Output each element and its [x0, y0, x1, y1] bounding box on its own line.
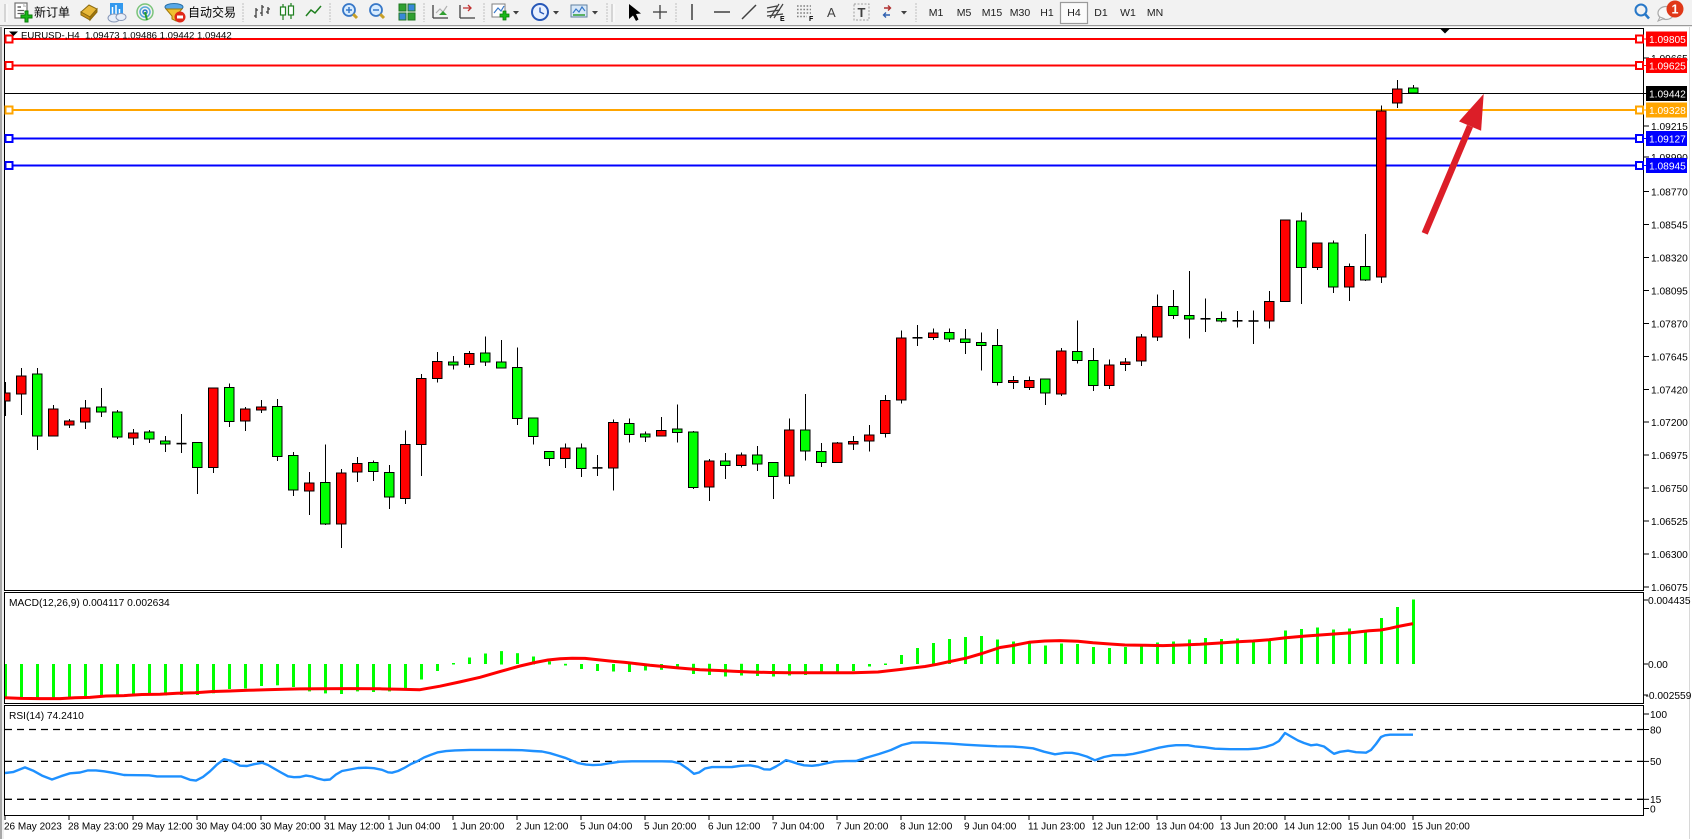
svg-text:0.004435: 0.004435 — [1648, 596, 1691, 607]
svg-text:28 May 23:00: 28 May 23:00 — [68, 822, 129, 833]
svg-text:1.08945: 1.08945 — [1649, 162, 1686, 173]
svg-text:H4: H4 — [1067, 7, 1081, 19]
svg-text:1.07870: 1.07870 — [1651, 319, 1688, 330]
svg-text:0.00: 0.00 — [1648, 660, 1668, 671]
svg-text:1.09805: 1.09805 — [1649, 35, 1686, 46]
svg-text:M5: M5 — [957, 7, 972, 19]
svg-text:M30: M30 — [1010, 7, 1031, 19]
svg-text:80: 80 — [1650, 725, 1662, 736]
svg-text:1.09625: 1.09625 — [1649, 62, 1686, 73]
svg-text:1.09328: 1.09328 — [1649, 106, 1686, 117]
svg-text:W1: W1 — [1120, 7, 1136, 19]
svg-text:1 Jun 20:00: 1 Jun 20:00 — [452, 822, 505, 833]
svg-text:1.09215: 1.09215 — [1651, 122, 1688, 133]
svg-text:H1: H1 — [1040, 7, 1054, 19]
svg-text:MN: MN — [1147, 7, 1163, 19]
svg-text:5 Jun 20:00: 5 Jun 20:00 — [644, 822, 697, 833]
svg-text:MACD(12,26,9) 0.004117 0.00263: MACD(12,26,9) 0.004117 0.002634 — [9, 598, 170, 609]
svg-text:12 Jun 12:00: 12 Jun 12:00 — [1092, 822, 1150, 833]
svg-text:T: T — [858, 5, 866, 20]
svg-text:15 Jun 20:00: 15 Jun 20:00 — [1412, 822, 1470, 833]
svg-text:EURUSD-,H4 1.09473 1.09486 1.: EURUSD-,H4 1.09473 1.09486 1.09442 1.094… — [21, 31, 232, 42]
svg-text:D1: D1 — [1094, 7, 1108, 19]
svg-text:1.06975: 1.06975 — [1651, 451, 1688, 462]
svg-text:1.06300: 1.06300 — [1651, 550, 1688, 561]
svg-text:50: 50 — [1650, 757, 1662, 768]
svg-text:M1: M1 — [929, 7, 944, 19]
svg-text:0: 0 — [1650, 804, 1656, 815]
svg-text:7 Jun 20:00: 7 Jun 20:00 — [836, 822, 889, 833]
svg-text:5 Jun 04:00: 5 Jun 04:00 — [580, 822, 633, 833]
svg-text:11 Jun 23:00: 11 Jun 23:00 — [1028, 822, 1086, 833]
svg-text:26 May 2023: 26 May 2023 — [4, 822, 62, 833]
svg-text:1.07645: 1.07645 — [1651, 352, 1688, 363]
svg-text:A: A — [827, 5, 836, 20]
svg-text:1.09127: 1.09127 — [1649, 135, 1686, 146]
svg-text:1.06525: 1.06525 — [1651, 517, 1688, 528]
svg-text:1.09442: 1.09442 — [1649, 90, 1686, 101]
svg-text:7 Jun 04:00: 7 Jun 04:00 — [772, 822, 825, 833]
svg-text:1.06750: 1.06750 — [1651, 484, 1688, 495]
svg-text:1.06075: 1.06075 — [1651, 583, 1688, 594]
svg-text:1 Jun 04:00: 1 Jun 04:00 — [388, 822, 441, 833]
svg-text:100: 100 — [1650, 710, 1667, 721]
svg-text:1.08320: 1.08320 — [1651, 253, 1688, 264]
svg-text:1.07420: 1.07420 — [1651, 385, 1688, 396]
svg-text:15: 15 — [1650, 795, 1662, 806]
svg-text:自动交易: 自动交易 — [188, 5, 236, 20]
svg-text:1.08770: 1.08770 — [1651, 187, 1688, 198]
svg-text:1.08095: 1.08095 — [1651, 286, 1688, 297]
svg-text:E: E — [780, 16, 785, 23]
svg-text:15 Jun 04:00: 15 Jun 04:00 — [1348, 822, 1406, 833]
svg-text:13 Jun 04:00: 13 Jun 04:00 — [1156, 822, 1214, 833]
svg-text:1.08545: 1.08545 — [1651, 220, 1688, 231]
svg-text:29 May 12:00: 29 May 12:00 — [132, 822, 193, 833]
svg-text:1: 1 — [1672, 3, 1679, 17]
svg-text:31 May 12:00: 31 May 12:00 — [324, 822, 385, 833]
svg-text:-0.002559: -0.002559 — [1646, 691, 1692, 702]
svg-text:13 Jun 20:00: 13 Jun 20:00 — [1220, 822, 1278, 833]
svg-text:30 May 20:00: 30 May 20:00 — [260, 822, 321, 833]
svg-text:2 Jun 12:00: 2 Jun 12:00 — [516, 822, 569, 833]
svg-text:14 Jun 12:00: 14 Jun 12:00 — [1284, 822, 1342, 833]
svg-text:F: F — [809, 16, 814, 23]
svg-text:8 Jun 12:00: 8 Jun 12:00 — [900, 822, 953, 833]
svg-text:1.07200: 1.07200 — [1651, 418, 1688, 429]
svg-text:RSI(14) 74.2410: RSI(14) 74.2410 — [9, 711, 84, 722]
svg-text:6 Jun 12:00: 6 Jun 12:00 — [708, 822, 761, 833]
svg-text:30 May 04:00: 30 May 04:00 — [196, 822, 257, 833]
svg-text:新订单: 新订单 — [34, 5, 70, 20]
svg-text:M15: M15 — [982, 7, 1003, 19]
svg-text:9 Jun 04:00: 9 Jun 04:00 — [964, 822, 1017, 833]
